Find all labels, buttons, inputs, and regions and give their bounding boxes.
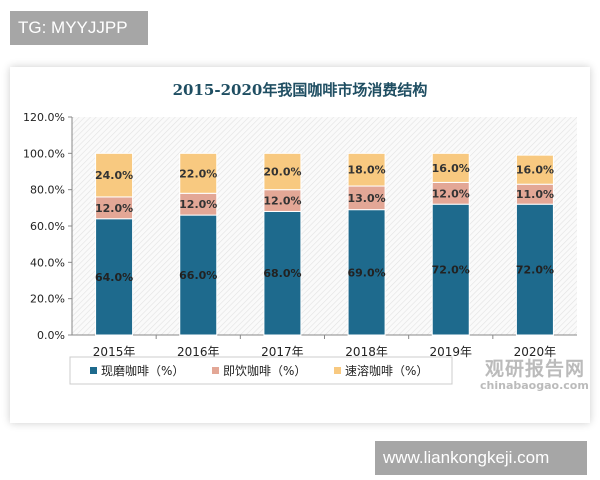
y-tick-label: 120.0% <box>23 111 65 124</box>
x-tick-label: 2020年 <box>514 345 557 359</box>
bar-segment <box>263 210 302 336</box>
stacked-bar-chart: 0.0% 20.0% 40.0% 60.0% 80.0% 100.0% 120.0% 2015… <box>23 111 577 385</box>
legend-swatch <box>334 367 341 374</box>
x-tick-label: 2018年 <box>345 345 388 359</box>
watermark-en: chinabaogao.com <box>480 379 589 392</box>
bar-segment <box>95 218 134 336</box>
x-tick-label: 2019年 <box>429 345 472 359</box>
bar-segment <box>179 214 218 336</box>
data-label: 13.0% <box>347 192 385 205</box>
plot-area <box>72 117 577 335</box>
bar-segment <box>515 154 554 185</box>
bar-segment <box>347 152 386 187</box>
y-tick-label: 20.0% <box>30 293 65 306</box>
bar-segment <box>431 152 470 183</box>
y-tick-label: 80.0% <box>30 184 65 197</box>
legend-box <box>69 356 453 385</box>
y-tick-label: 60.0% <box>30 220 65 233</box>
legend-label: 速溶咖啡（%） <box>345 363 428 378</box>
data-label: 16.0% <box>432 162 470 175</box>
data-label: 66.0% <box>179 269 217 282</box>
site-label: www.liankongkeji.com <box>375 441 587 475</box>
data-label: 68.0% <box>263 267 301 280</box>
data-label: 12.0% <box>263 195 301 208</box>
data-label: 72.0% <box>432 264 470 277</box>
data-label: 12.0% <box>95 202 133 215</box>
data-label: 64.0% <box>95 271 133 284</box>
data-label: 72.0% <box>516 264 554 277</box>
bar-segment <box>347 209 386 336</box>
x-tick-label: 2016年 <box>177 345 220 359</box>
bar-segment <box>179 152 218 194</box>
data-label: 69.0% <box>347 266 385 279</box>
bar-segment <box>95 152 134 198</box>
data-label: 16.0% <box>516 164 554 177</box>
tg-label: TG: MYYJJPP <box>10 11 148 45</box>
data-label: 11.0% <box>516 188 554 201</box>
chart-card: 2015-2020年我国咖啡市场消费结构 观研报告网 chinabaogao.c… <box>10 67 590 423</box>
legend-label: 现磨咖啡（%） <box>101 363 184 378</box>
y-tick-label: 100.0% <box>23 147 65 160</box>
data-label: 12.0% <box>432 187 470 200</box>
data-label: 22.0% <box>179 167 217 180</box>
legend-swatch <box>90 367 97 374</box>
data-label: 20.0% <box>263 166 301 179</box>
watermark: 观研报告网 chinabaogao.com <box>430 354 589 392</box>
x-tick-label: 2015年 <box>93 345 136 359</box>
data-label: 24.0% <box>95 169 133 182</box>
legend-label: 即饮咖啡（%） <box>223 363 306 378</box>
data-label: 12.0% <box>179 198 217 211</box>
y-tick-label: 0.0% <box>37 329 65 342</box>
legend-swatch <box>212 367 219 374</box>
watermark-cn: 观研报告网 <box>485 358 586 380</box>
y-tick-label: 40.0% <box>30 256 65 269</box>
bar-segment <box>515 203 554 336</box>
data-label: 18.0% <box>347 164 385 177</box>
x-tick-label: 2017年 <box>261 345 304 359</box>
bar-segment <box>263 152 302 191</box>
chart-title: 2015-2020年我国咖啡市场消费结构 <box>172 81 428 99</box>
